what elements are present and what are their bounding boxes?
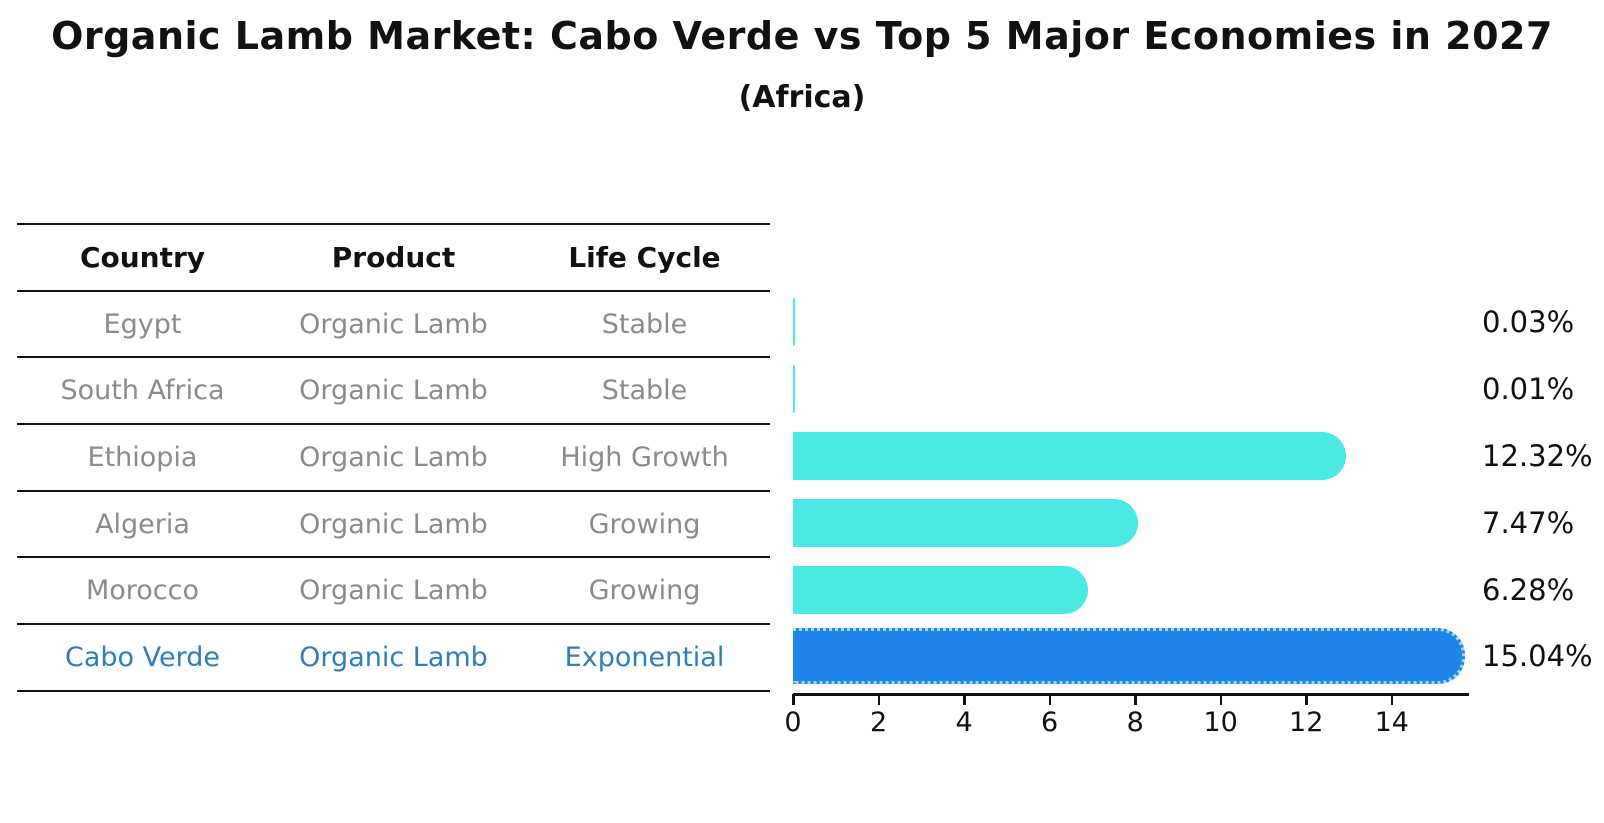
x-axis-tick xyxy=(1305,694,1308,705)
cell-country: Egypt xyxy=(103,308,182,340)
x-axis-tick xyxy=(963,694,966,705)
page-title: Organic Lamb Market: Cabo Verde vs Top 5… xyxy=(51,14,1553,58)
bar-row xyxy=(793,356,1493,423)
x-axis-tick xyxy=(877,694,881,705)
x-axis-tick xyxy=(1048,694,1052,705)
cell-country: Morocco xyxy=(85,575,200,607)
cell-life-cycle: Growing xyxy=(588,508,701,540)
x-axis-tick xyxy=(792,694,795,705)
data-table: Country Product Life Cycle Egypt Organic… xyxy=(17,223,770,692)
cell-product: Organic Lamb xyxy=(299,375,488,407)
cell-country: South Africa xyxy=(60,375,225,407)
cell-country: Algeria xyxy=(95,508,190,540)
bar-row xyxy=(793,489,1493,556)
cell-product: Organic Lamb xyxy=(299,575,488,607)
cell-life-cycle: Stable xyxy=(601,308,688,340)
bar-ethiopia xyxy=(793,431,1346,480)
table-row: Ethiopia Organic Lamb High Growth xyxy=(17,423,770,490)
header-cell-product: Product xyxy=(331,240,456,274)
bar-value-label: 15.04% xyxy=(1482,639,1593,674)
x-axis-tick-label: 2 xyxy=(869,707,888,738)
table-header-row: Country Product Life Cycle xyxy=(17,223,770,290)
page-subtitle: (Africa) xyxy=(738,80,866,115)
bar-row xyxy=(793,623,1493,690)
x-axis-tick xyxy=(1219,694,1223,705)
bar-value-label: 6.28% xyxy=(1482,572,1575,607)
cell-product: Organic Lamb xyxy=(299,308,488,340)
table-row: South Africa Organic Lamb Stable xyxy=(17,356,770,423)
x-axis-tick xyxy=(1390,694,1394,705)
bar-value-label: 12.32% xyxy=(1482,438,1593,473)
bar-algeria xyxy=(793,498,1139,547)
cell-life-cycle: Growing xyxy=(588,575,701,607)
header-cell-life-cycle: Life Cycle xyxy=(568,240,721,274)
cell-country: Cabo Verde xyxy=(65,641,220,673)
bar-row xyxy=(793,423,1493,490)
bar-morocco xyxy=(793,565,1088,614)
table-row: Egypt Organic Lamb Stable xyxy=(17,289,770,357)
bar-value-label: 0.03% xyxy=(1482,305,1575,340)
cell-life-cycle: Stable xyxy=(601,375,688,407)
cell-life-cycle: High Growth xyxy=(560,441,729,473)
bar-row xyxy=(793,556,1493,623)
bar-cabo-verde xyxy=(793,628,1466,685)
x-axis-tick xyxy=(1134,694,1137,705)
bar-egypt xyxy=(793,298,795,347)
table-row: Cabo Verde Organic Lamb Exponential xyxy=(17,623,770,692)
x-axis-tick-label: 12 xyxy=(1289,707,1324,738)
x-axis-tick-label: 8 xyxy=(1126,707,1144,738)
bar-south-africa xyxy=(793,365,795,414)
x-axis-tick-label: 0 xyxy=(784,707,802,738)
bar-row xyxy=(793,289,1493,356)
x-axis-tick-label: 14 xyxy=(1374,707,1409,738)
x-axis-tick-label: 10 xyxy=(1203,707,1238,738)
cell-product: Organic Lamb xyxy=(299,508,488,540)
table-row: Algeria Organic Lamb Growing xyxy=(17,489,770,557)
table-row: Morocco Organic Lamb Growing xyxy=(17,556,770,623)
cell-product: Organic Lamb xyxy=(299,441,488,473)
header-cell-country: Country xyxy=(79,240,206,274)
x-axis-tick-label: 6 xyxy=(1041,707,1059,738)
x-axis-tick-label: 4 xyxy=(955,707,973,738)
cell-life-cycle: Exponential xyxy=(564,641,725,673)
x-axis-line xyxy=(793,693,1469,696)
bar-value-label: 7.47% xyxy=(1482,505,1575,540)
cell-country: Ethiopia xyxy=(87,441,198,473)
cell-product: Organic Lamb xyxy=(299,641,488,673)
bar-value-label: 0.01% xyxy=(1482,372,1575,407)
